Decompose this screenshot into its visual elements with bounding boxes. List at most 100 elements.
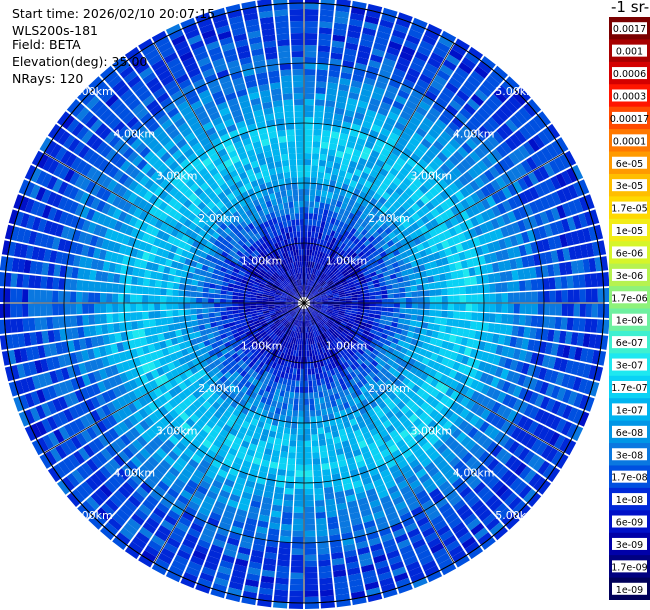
ray-gate bbox=[516, 87, 531, 102]
ray-gate bbox=[264, 552, 277, 560]
ray-gate bbox=[437, 364, 447, 374]
ray-gate bbox=[459, 311, 466, 320]
ray-gate bbox=[397, 583, 413, 594]
ray-gate bbox=[367, 211, 376, 219]
ray-gate bbox=[501, 80, 516, 95]
ray-gate bbox=[346, 366, 354, 374]
ray-gate bbox=[327, 443, 335, 452]
ray-gate bbox=[559, 437, 571, 453]
ray-gate bbox=[403, 162, 414, 173]
ray-gate bbox=[304, 536, 316, 543]
ray-gate bbox=[459, 374, 469, 385]
ray-gate bbox=[331, 168, 340, 176]
ray-gate bbox=[313, 268, 317, 275]
ray-gate bbox=[327, 154, 335, 163]
ray-gate bbox=[130, 285, 137, 294]
ray-gate bbox=[433, 519, 448, 532]
ray-gate bbox=[308, 225, 312, 232]
ray-gate bbox=[459, 187, 470, 198]
ray-gate bbox=[304, 267, 306, 273]
ray-gate bbox=[328, 319, 335, 325]
ray-gate bbox=[272, 498, 283, 506]
ray-gate bbox=[16, 288, 23, 303]
ray-gate bbox=[94, 303, 101, 314]
ray-gate bbox=[304, 9, 319, 16]
ray-gate bbox=[301, 314, 303, 321]
ray-gate bbox=[353, 222, 361, 230]
ray-gate bbox=[403, 319, 411, 326]
ray-gate bbox=[305, 291, 308, 298]
ray-gate bbox=[388, 40, 403, 51]
ray-gate bbox=[406, 423, 416, 434]
ray-gate bbox=[356, 287, 363, 292]
ray-gate bbox=[583, 380, 594, 395]
ray-gate bbox=[527, 255, 535, 267]
ray-gate bbox=[358, 552, 372, 562]
ray-gate bbox=[324, 203, 331, 211]
ray-gate bbox=[288, 452, 296, 459]
ray-gate bbox=[401, 269, 409, 277]
ray-gate bbox=[445, 142, 457, 154]
ray-gate bbox=[232, 292, 239, 296]
ray-gate bbox=[296, 326, 299, 333]
ray-gate bbox=[318, 559, 331, 567]
ray-gate bbox=[467, 167, 479, 179]
ray-gate bbox=[545, 413, 556, 428]
ray-gate bbox=[297, 434, 304, 441]
ray-gate bbox=[304, 159, 312, 166]
ray-gate bbox=[172, 310, 179, 317]
ray-gate bbox=[344, 263, 351, 269]
ray-gate bbox=[445, 452, 457, 464]
ray-gate bbox=[326, 293, 333, 297]
ray-gate bbox=[409, 458, 420, 469]
ray-gate bbox=[343, 285, 350, 290]
ray-gate bbox=[320, 353, 326, 360]
ray-gate bbox=[425, 446, 436, 457]
ray-gate bbox=[343, 177, 351, 186]
ray-gate bbox=[446, 359, 456, 369]
ray-gate bbox=[304, 464, 313, 471]
ray-gate bbox=[380, 127, 391, 137]
ray-gate bbox=[327, 300, 334, 302]
ray-gate bbox=[369, 169, 379, 179]
ray-gate bbox=[320, 309, 327, 313]
ray-gate bbox=[309, 356, 314, 363]
ray-gate bbox=[310, 274, 314, 281]
ray-gate bbox=[580, 244, 589, 258]
ray-gate bbox=[292, 410, 298, 417]
ray-gate bbox=[338, 83, 350, 92]
ray-gate bbox=[444, 326, 453, 334]
ray-gate bbox=[345, 407, 353, 415]
ray-gate bbox=[339, 370, 346, 378]
ray-gate bbox=[334, 245, 340, 253]
ray-gate bbox=[442, 175, 453, 186]
ray-gate bbox=[518, 244, 527, 257]
ray-gate bbox=[603, 303, 610, 319]
ray-gate bbox=[307, 293, 312, 299]
ray-gate bbox=[478, 468, 491, 481]
ray-gate bbox=[321, 283, 328, 288]
ray-gate bbox=[495, 417, 507, 430]
ray-gate bbox=[404, 336, 413, 344]
ray-gate bbox=[304, 105, 314, 112]
ray-gate bbox=[320, 310, 326, 314]
ray-gate bbox=[319, 577, 333, 585]
ray-gate bbox=[270, 455, 280, 463]
ray-gate bbox=[496, 466, 509, 479]
ray-gate bbox=[459, 286, 466, 295]
ray-gate bbox=[572, 214, 582, 230]
ray-gate bbox=[415, 218, 425, 228]
ray-gate bbox=[329, 461, 339, 469]
ray-gate bbox=[208, 303, 215, 308]
ray-gate bbox=[337, 508, 349, 517]
ray-gate bbox=[313, 361, 318, 369]
ray-gate bbox=[478, 255, 486, 265]
ray-gate bbox=[399, 429, 410, 439]
ray-gate bbox=[280, 529, 292, 537]
ray-gate bbox=[322, 284, 329, 289]
ray-gate bbox=[496, 391, 507, 404]
ray-gate bbox=[316, 177, 324, 185]
ray-gate bbox=[501, 293, 508, 303]
ray-gate bbox=[394, 474, 406, 485]
ray-gate bbox=[363, 77, 376, 86]
